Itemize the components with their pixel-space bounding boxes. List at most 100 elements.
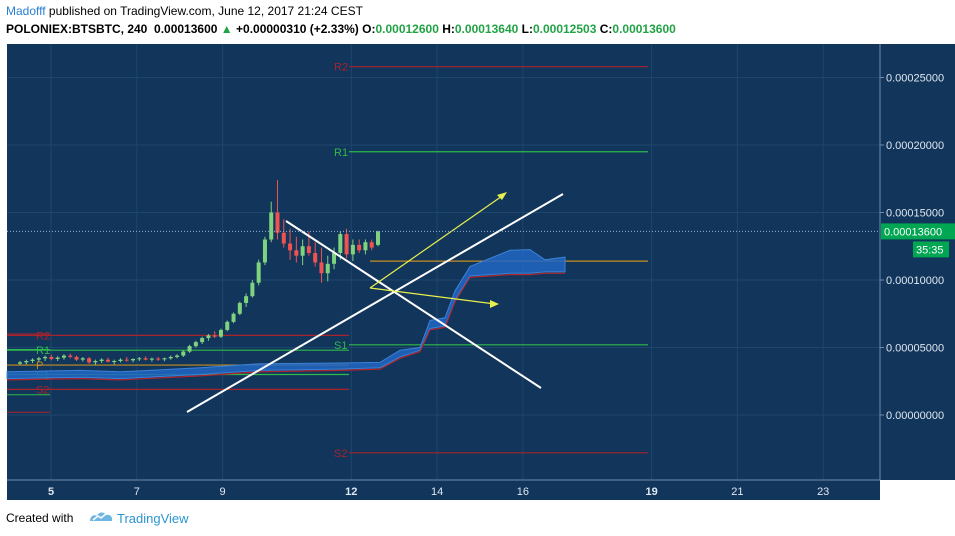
candle-body [332,253,337,264]
countdown-badge [913,241,949,258]
ascending-trendline [186,193,564,413]
price-axis-background [880,44,955,480]
candle-body [162,358,167,360]
candle-body [187,346,192,352]
candle-body [74,356,79,360]
candle-body [237,302,242,314]
candle-body [175,355,180,357]
countdown-label: 35:35 [916,244,944,256]
candle-body [212,335,217,337]
price-chart[interactable]: R2R1PS1S2R2R1S1S2 0.000250000.000200000.… [0,42,955,500]
high-value: 0.00013640 [454,22,519,36]
pivot-label-r2: R2 [334,62,348,74]
candle-body [206,335,211,339]
grid-lines [7,44,880,480]
descending-trendline [285,220,542,389]
pivot-label-left-s2: S2 [36,384,49,396]
candle-body [288,243,293,251]
candle-body [131,358,136,361]
candle-body [218,329,223,337]
candle-body [55,357,60,359]
low-label: L: [521,22,533,36]
candle-body [156,358,161,360]
price-tick-label: 0.00020000 [886,140,944,152]
candle-body [36,358,41,360]
pivot-points: R2R1PS1S2R2R1S1S2 [7,62,648,460]
candle-body [68,355,73,357]
price-tick-label: 0.00005000 [886,343,944,355]
pivot-label-r1: R1 [334,147,348,159]
candle-body [244,296,249,303]
time-tick-label: 9 [220,486,226,498]
pivot-label-left-r2: R2 [36,330,50,342]
candle-body [269,212,274,240]
ichimoku-cloud [6,249,566,381]
candle-body [225,321,230,330]
current-price-label: 0.00013600 [884,226,942,238]
candle-body [124,359,129,361]
candle-body [112,361,117,362]
tradingview-brand-link[interactable]: TradingView [117,511,189,526]
time-axis[interactable]: 5 7 9 12 14 16 19 21 23 [7,479,880,498]
candle-body [80,358,85,360]
candle-body [87,358,92,363]
candle-body [363,242,368,251]
tradingview-logo-icon[interactable] [88,508,114,524]
candle-body [325,263,330,274]
time-tick-label: 21 [731,486,743,498]
high-label: H: [442,22,455,36]
candle-body [281,232,286,244]
symbol-line: POLONIEX:BTSBTC, 240 0.00013600 ▲ +0.000… [6,22,676,36]
projection-flat-arrowhead [490,300,499,308]
pivot-label-s2: S2 [334,448,347,460]
candle-body [193,342,198,347]
time-tick-label: 23 [817,486,829,498]
candle-body [306,246,311,253]
candle-body [294,250,299,256]
time-tick-label: 16 [517,486,529,498]
current-price-badge [881,223,955,240]
candle-body [200,338,205,343]
candle-body [30,359,35,361]
chart-area[interactable]: R2R1PS1S2R2R1S1S2 0.000250000.000200000.… [0,42,955,500]
open-value: 0.00012600 [375,22,439,36]
time-tick-label: 14 [431,486,443,498]
candle-body [338,234,343,253]
candle-body [376,231,380,245]
time-tick-label: 19 [645,486,657,498]
candle-body [357,244,362,251]
candle-body [250,282,255,297]
cloud-band [6,249,566,380]
price-axis[interactable]: 0.00025000 0.00020000 0.00015000 0.00010000… [879,44,955,480]
price-tick-label: 0.00000000 [886,410,944,422]
open-label: O: [362,22,376,36]
candle-body [350,244,355,255]
candle-body [275,212,280,233]
candle-body [369,242,374,248]
cloud-lower-line [6,272,565,381]
close-label: C: [599,22,613,36]
footer: Created with TradingView [0,500,955,536]
drawings [7,192,880,413]
projection-up-arrowhead [497,192,507,200]
time-tick-label: 7 [134,486,140,498]
candle-body [118,359,123,361]
candle-body [61,355,66,358]
author-link[interactable]: Madofff [6,4,46,18]
created-with-text: Created with [6,511,74,525]
candle-body [24,361,29,363]
time-tick-label: 12 [345,486,357,498]
price-change: +0.00000310 (+2.33%) [236,22,359,36]
candle-body [143,358,148,360]
candle-body [105,359,110,362]
candle-body [99,359,104,361]
candle-body [181,351,186,356]
price-tick-label: 0.00010000 [886,275,944,287]
pivot-label-left-r1: R1 [36,345,50,357]
candle-body [313,253,318,263]
candle-body [18,362,22,364]
projection-flat [369,287,496,305]
candle-body [93,361,98,363]
candle-body [43,356,48,359]
candle-body [344,234,349,255]
